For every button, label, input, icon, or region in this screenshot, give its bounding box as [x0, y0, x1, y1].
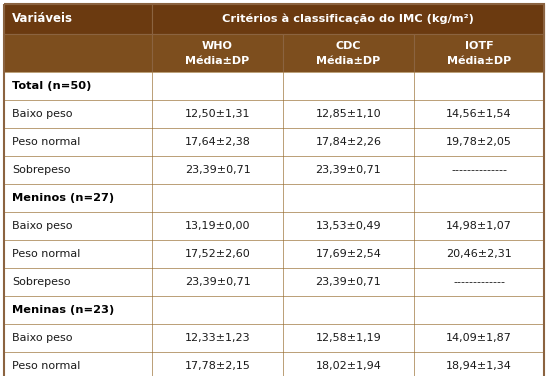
Text: -------------: ------------- — [453, 277, 505, 287]
Bar — [283, 34, 414, 72]
Bar — [4, 156, 544, 184]
Text: 19,78±2,05: 19,78±2,05 — [446, 137, 512, 147]
Text: 17,78±2,15: 17,78±2,15 — [185, 361, 250, 371]
Text: Média±DP: Média±DP — [185, 56, 250, 66]
Text: 23,39±0,71: 23,39±0,71 — [316, 277, 381, 287]
Text: WHO: WHO — [202, 41, 233, 51]
Bar — [4, 184, 544, 212]
Text: IOTF: IOTF — [465, 41, 493, 51]
Text: 20,46±2,31: 20,46±2,31 — [446, 249, 512, 259]
Text: 14,98±1,07: 14,98±1,07 — [446, 221, 512, 231]
Text: 17,84±2,26: 17,84±2,26 — [316, 137, 381, 147]
Bar — [414, 34, 544, 72]
Text: CDC: CDC — [336, 41, 361, 51]
Text: 12,85±1,10: 12,85±1,10 — [316, 109, 381, 119]
Text: 13,53±0,49: 13,53±0,49 — [316, 221, 381, 231]
Text: Peso normal: Peso normal — [12, 361, 81, 371]
Text: Critérios à classificação do IMC (kg/m²): Critérios à classificação do IMC (kg/m²) — [222, 14, 474, 24]
Text: 12,33±1,23: 12,33±1,23 — [185, 333, 250, 343]
Bar — [4, 240, 544, 268]
Bar — [4, 296, 544, 324]
Bar — [4, 34, 152, 72]
Text: 14,09±1,87: 14,09±1,87 — [446, 333, 512, 343]
Text: 12,58±1,19: 12,58±1,19 — [316, 333, 381, 343]
Bar — [152, 4, 544, 34]
Text: 13,19±0,00: 13,19±0,00 — [185, 221, 250, 231]
Bar — [4, 352, 544, 376]
Text: 23,39±0,71: 23,39±0,71 — [185, 277, 250, 287]
Text: 23,39±0,71: 23,39±0,71 — [185, 165, 250, 175]
Bar — [4, 324, 544, 352]
Text: Média±DP: Média±DP — [447, 56, 511, 66]
Text: Sobrepeso: Sobrepeso — [12, 165, 71, 175]
Bar — [4, 268, 544, 296]
Text: Baixo peso: Baixo peso — [12, 333, 72, 343]
Text: 23,39±0,71: 23,39±0,71 — [316, 165, 381, 175]
Text: Meninos (n=27): Meninos (n=27) — [12, 193, 114, 203]
Text: Média±DP: Média±DP — [316, 56, 381, 66]
Text: Variáveis: Variáveis — [12, 12, 73, 26]
Text: Peso normal: Peso normal — [12, 249, 81, 259]
Text: 17,52±2,60: 17,52±2,60 — [185, 249, 250, 259]
Text: Total (n=50): Total (n=50) — [12, 81, 92, 91]
Bar — [4, 72, 544, 100]
Text: 12,50±1,31: 12,50±1,31 — [185, 109, 250, 119]
Text: --------------: -------------- — [451, 165, 507, 175]
Text: Peso normal: Peso normal — [12, 137, 81, 147]
Text: 18,02±1,94: 18,02±1,94 — [316, 361, 381, 371]
Text: Baixo peso: Baixo peso — [12, 221, 72, 231]
Text: Baixo peso: Baixo peso — [12, 109, 72, 119]
Text: Sobrepeso: Sobrepeso — [12, 277, 71, 287]
Text: 14,56±1,54: 14,56±1,54 — [446, 109, 512, 119]
Text: Meninas (n=23): Meninas (n=23) — [12, 305, 114, 315]
Text: 18,94±1,34: 18,94±1,34 — [446, 361, 512, 371]
Bar — [4, 128, 544, 156]
Bar — [152, 34, 283, 72]
Text: 17,64±2,38: 17,64±2,38 — [185, 137, 250, 147]
Bar — [4, 212, 544, 240]
Bar — [4, 4, 152, 34]
Bar — [4, 100, 544, 128]
Text: 17,69±2,54: 17,69±2,54 — [316, 249, 381, 259]
